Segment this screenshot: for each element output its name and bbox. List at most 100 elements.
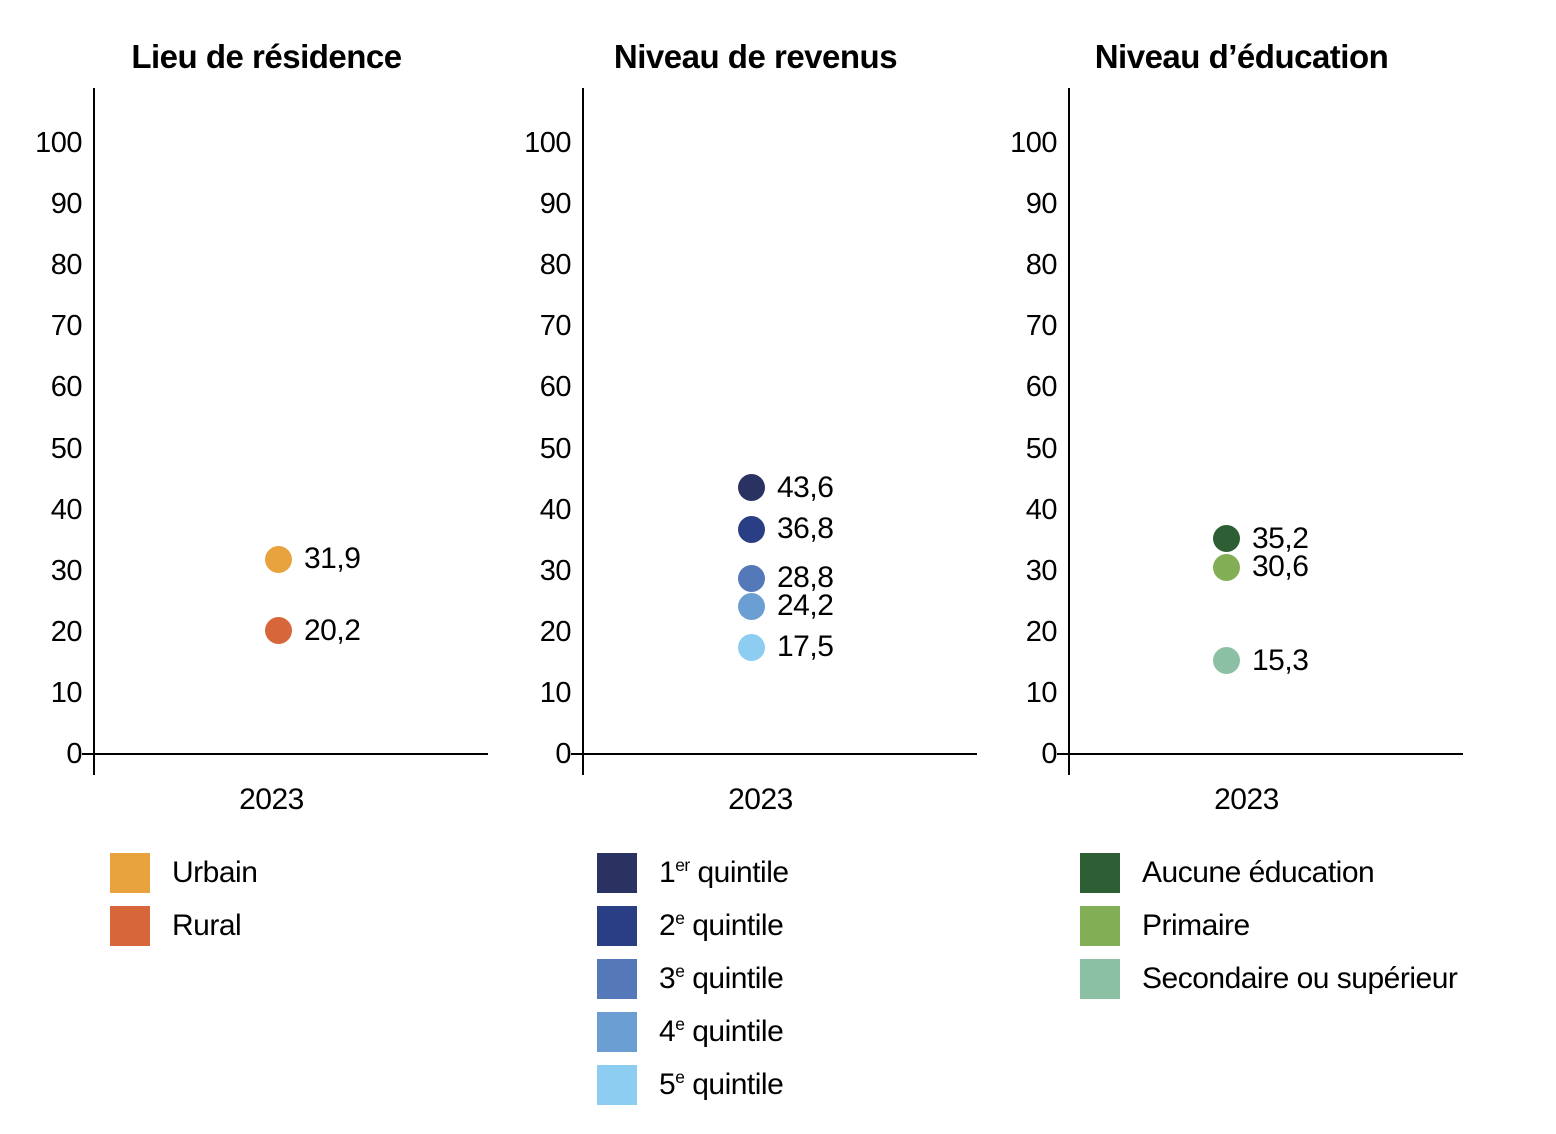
- legend-swatch: [597, 853, 637, 893]
- legend-item-primaire: Primaire: [1080, 906, 1457, 946]
- legend-label-base: Aucune éducation: [1142, 856, 1375, 889]
- data-point-dot: [265, 617, 292, 645]
- x-axis-line: [571, 753, 977, 755]
- legend-label-sup: e: [675, 1067, 685, 1087]
- data-point-dot: [1213, 525, 1240, 553]
- y-tick-label: 60: [50, 371, 83, 404]
- legend-swatch: [597, 1012, 637, 1052]
- data-point-value: 43,6: [777, 470, 834, 504]
- legend-swatch: [597, 906, 637, 946]
- data-point-value: 15,3: [1252, 643, 1309, 677]
- data-point-secondaire-ou-superieur: 15,3: [1213, 643, 1309, 677]
- x-axis-category-label: 2023: [728, 783, 793, 816]
- y-tick-label: 20: [50, 615, 83, 648]
- legend-label: 3e quintile: [659, 962, 784, 996]
- y-tick-label: 80: [50, 249, 83, 282]
- data-point-quintile-4: 24,2: [738, 589, 834, 623]
- data-point-quintile-2: 36,8: [738, 512, 834, 546]
- y-tick-label: 70: [50, 310, 83, 343]
- y-tick-label: 20: [539, 615, 572, 648]
- data-point-dot: [738, 633, 765, 661]
- y-axis-line: [93, 88, 95, 775]
- x-axis-category-label: 2023: [1214, 783, 1279, 816]
- y-tick-label: 0: [1041, 738, 1057, 770]
- y-tick-label: 100: [524, 127, 571, 159]
- legend-label-sup: e: [675, 908, 685, 928]
- legend-lieu-de-residence: Urbain Rural: [110, 853, 258, 946]
- chart-title: Niveau d’éducation: [1094, 38, 1389, 75]
- legend-swatch: [1080, 906, 1120, 946]
- y-axis-line: [582, 88, 584, 775]
- data-point-urbain: 31,9: [265, 544, 361, 574]
- data-point-rural: 20,2: [265, 613, 361, 647]
- legend-item-rural: Rural: [110, 906, 257, 946]
- legend-label: 4e quintile: [659, 1014, 784, 1049]
- legend-item-quintile-2: 2e quintile: [597, 906, 789, 946]
- y-tick-label: 100: [35, 127, 82, 159]
- data-point-aucune-education: 35,2: [1213, 523, 1309, 553]
- y-tick-label: 30: [1025, 554, 1058, 587]
- data-point-value: 20,2: [304, 613, 361, 647]
- data-point-value: 17,5: [777, 630, 834, 664]
- y-tick-label: 50: [50, 432, 83, 465]
- legend-swatch: [597, 1065, 637, 1105]
- legend-label-base: 2: [659, 909, 676, 942]
- legend-label-rest: quintile: [684, 962, 784, 995]
- legend-label: Aucune éducation: [1142, 856, 1375, 890]
- legend-label-sup: e: [675, 1014, 685, 1034]
- data-point-quintile-5: 17,5: [738, 630, 834, 664]
- y-tick-label: 40: [539, 493, 572, 526]
- legend-swatch: [110, 906, 150, 946]
- chart-title: Niveau de revenus: [613, 38, 898, 75]
- chart-lieu-de-residence: Lieu de résidence 100 90 80 70 60 50 40 …: [35, 38, 488, 833]
- y-tick-label: 10: [1025, 676, 1058, 709]
- data-point-value: 28,8: [777, 561, 834, 595]
- y-tick-label: 20: [1025, 615, 1058, 648]
- y-tick-label: 90: [1025, 188, 1058, 221]
- legend-niveau-de-revenus: 1er quintile 2e quintile 3e quintile 4e …: [597, 853, 789, 1105]
- y-tick-label: 80: [539, 249, 572, 282]
- chart-niveau-d-education: Niveau d’éducation 100 90 80 70 60 50 40…: [1010, 38, 1463, 833]
- legend-niveau-d-education: Aucune éducation Primaire Secondaire ou …: [1080, 853, 1458, 999]
- data-point-dot: [738, 474, 765, 502]
- legend-label: Primaire: [1142, 909, 1250, 943]
- x-axis-category-label: 2023: [239, 783, 304, 816]
- data-point-quintile-3: 28,8: [738, 561, 834, 595]
- y-tick-label: 0: [555, 738, 571, 770]
- legend-label: Rural: [172, 909, 242, 943]
- legend-swatch: [110, 853, 150, 893]
- legend-label: Urbain: [172, 856, 258, 890]
- legend-item-quintile-4: 4e quintile: [597, 1012, 789, 1052]
- legend-label-rest: quintile: [689, 856, 789, 889]
- legend-label-base: 1: [659, 856, 676, 889]
- y-tick-label: 0: [66, 738, 82, 770]
- y-tick-label: 30: [50, 554, 83, 587]
- x-axis-line: [1057, 753, 1463, 755]
- data-point-value: 36,8: [777, 512, 834, 546]
- y-tick-label: 60: [1025, 371, 1058, 404]
- legend-label-sup: er: [675, 855, 690, 875]
- legend-item-urbain: Urbain: [110, 853, 258, 893]
- data-point-dot: [265, 545, 292, 573]
- y-tick-label: 60: [539, 371, 572, 404]
- legend-swatch: [1080, 959, 1120, 999]
- data-point-quintile-1: 43,6: [738, 470, 834, 504]
- legend-label-base: Secondaire ou supérieur: [1142, 962, 1458, 995]
- data-point-dot: [738, 515, 765, 543]
- y-tick-label: 30: [539, 554, 572, 587]
- legend-label-base: Primaire: [1142, 909, 1250, 942]
- legend-label: 1er quintile: [659, 856, 789, 890]
- legend-label-base: 3: [659, 962, 676, 995]
- legend-item-quintile-5: 5e quintile: [597, 1065, 789, 1105]
- legend-item-quintile-1: 1er quintile: [597, 853, 789, 893]
- data-point-value: 24,2: [777, 589, 834, 623]
- y-tick-label: 10: [50, 676, 83, 709]
- data-point-dot: [1213, 647, 1240, 675]
- legend-item-quintile-3: 3e quintile: [597, 959, 789, 999]
- legend-item-secondaire-ou-superieur: Secondaire ou supérieur: [1080, 959, 1458, 999]
- y-tick-label: 40: [50, 493, 83, 526]
- y-tick-label: 10: [539, 676, 572, 709]
- legend-label-base: 5: [659, 1068, 676, 1101]
- y-axis-line: [1068, 88, 1070, 775]
- data-point-primaire: 30,6: [1213, 552, 1309, 582]
